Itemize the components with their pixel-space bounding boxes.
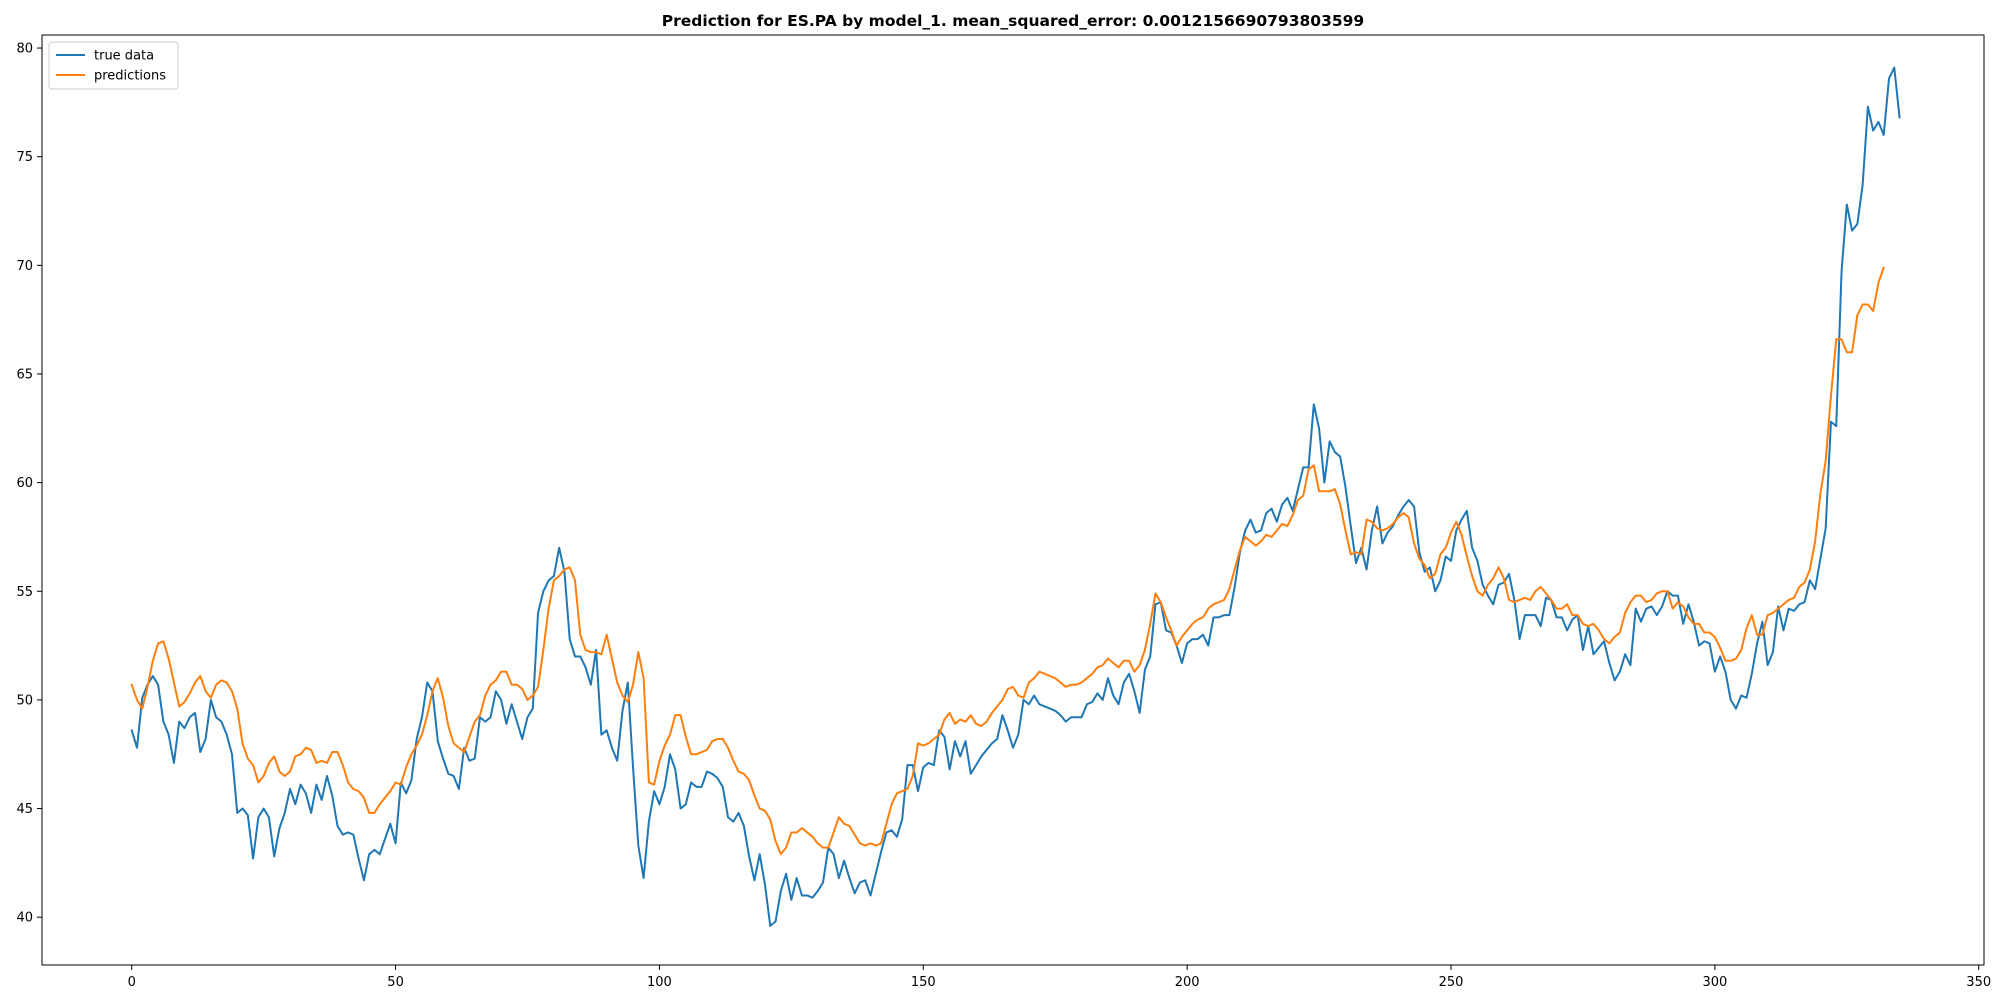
y-tick-label: 75 [16,150,33,165]
x-tick-label: 250 [1439,975,1464,990]
x-tick-label: 150 [911,975,936,990]
x-tick-label: 50 [387,975,404,990]
y-tick-label: 50 [16,693,33,708]
x-tick-label: 350 [1966,975,1991,990]
x-tick-label: 300 [1702,975,1727,990]
series-layer [130,66,1901,927]
y-tick-label: 70 [16,259,33,274]
y-tick-label: 65 [16,367,33,382]
y-tick-label: 45 [16,802,33,817]
y-tick-label: 55 [16,585,33,600]
x-tick-label: 100 [647,975,672,990]
series-line-true-data [130,66,1901,927]
legend-label: predictions [94,69,166,84]
y-axis: 40 45 50 55 60 65 70 75 80 [16,42,42,926]
y-tick-label: 80 [16,42,33,57]
series-line-predictions [130,266,1885,856]
x-axis: 0 50 100 150 200 250 300 350 [128,965,1991,990]
legend: true data predictions [48,41,179,90]
plot-area-frame [41,34,1985,966]
legend-label: true data [94,49,154,64]
x-tick-label: 200 [1175,975,1200,990]
y-tick-label: 40 [16,911,33,926]
legend-box [48,41,179,90]
x-tick-label: 0 [128,975,136,990]
chart-title: Prediction for ES.PA by model_1. mean_sq… [662,12,1364,30]
y-tick-label: 60 [16,476,33,491]
